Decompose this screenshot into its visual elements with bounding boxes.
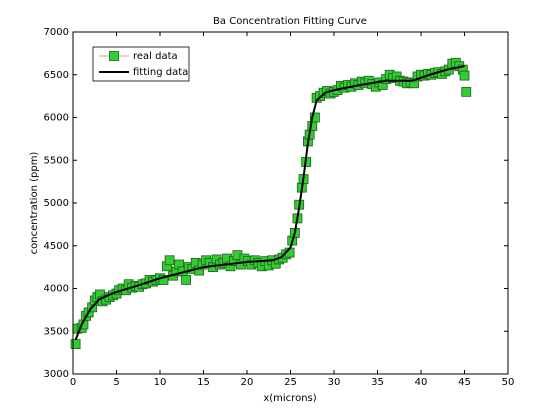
x-tick-label: 30 [328,377,341,388]
axes-box [72,31,509,375]
x-axis-label: x(microns) [263,393,316,404]
legend-label: fitting data [133,67,188,78]
plot-area [73,32,508,374]
data-point [70,339,81,349]
legend-box [92,46,190,82]
y-tick-label: 7000 [44,27,69,38]
y-tick-label: 3000 [44,369,69,380]
y-tick-label: 6500 [44,70,69,81]
chart-title: Ba Concentration Fitting Curve [213,16,367,27]
x-tick-label: 40 [415,377,428,388]
data-point [459,70,470,81]
x-tick-label: 45 [458,377,471,388]
legend-label: real data [133,51,178,62]
x-tick-label: 0 [70,377,76,388]
x-tick-label: 25 [284,377,297,388]
data-point [164,255,175,266]
y-tick-label: 6000 [44,113,69,124]
data-point [461,86,472,97]
y-tick-label: 4000 [44,284,69,295]
x-tick-label: 35 [371,377,384,388]
x-tick-label: 10 [154,377,167,388]
y-tick-label: 3500 [44,326,69,337]
y-tick-label: 4500 [44,241,69,252]
x-tick-label: 20 [241,377,254,388]
x-tick-label: 50 [502,377,515,388]
y-axis-label: concentration (ppm) [29,152,40,255]
data-point [309,112,320,123]
y-tick-label: 5500 [44,155,69,166]
x-tick-label: 5 [113,377,119,388]
data-point [181,275,192,285]
y-tick-label: 5000 [44,198,69,209]
fit-line [74,65,465,341]
legend-marker [109,51,119,61]
x-tick-label: 15 [197,377,210,388]
data-point [158,275,169,285]
